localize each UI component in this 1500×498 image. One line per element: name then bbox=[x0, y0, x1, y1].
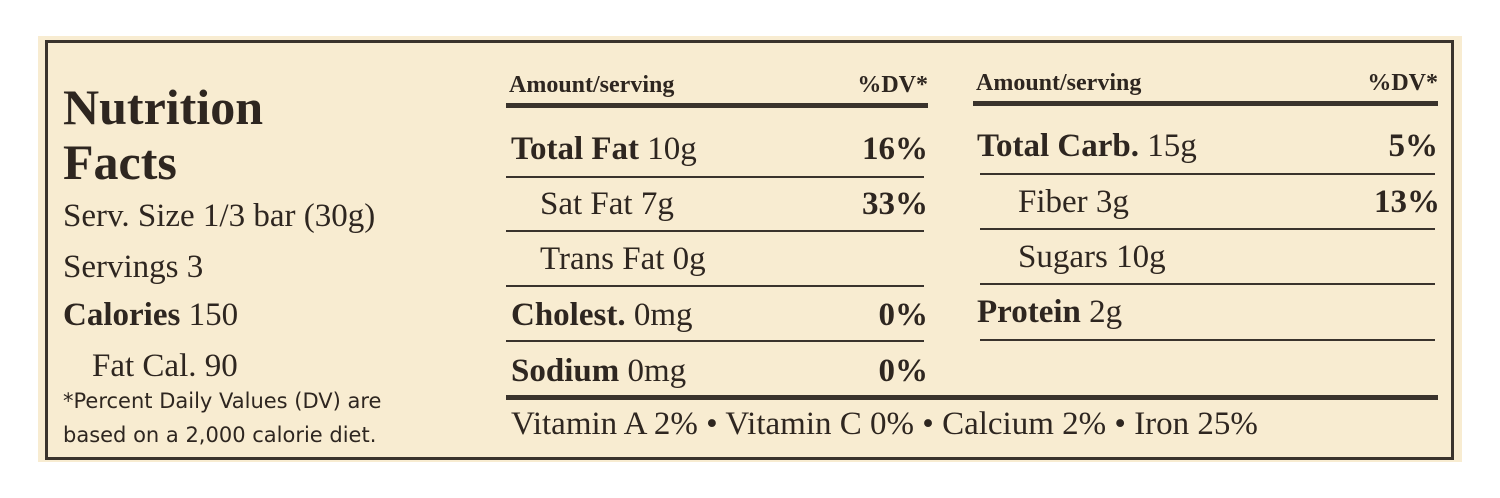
nutrient: Protein 2g bbox=[977, 296, 1122, 329]
nutrient-name: Trans Fat bbox=[540, 241, 665, 277]
title: Nutrition bbox=[63, 79, 263, 135]
dv-header: %DV* bbox=[857, 72, 928, 98]
info-value: 1/3 bar (30g) bbox=[202, 198, 376, 234]
rule bbox=[506, 230, 924, 232]
footnote: *Percent Daily Values (DV) are bbox=[63, 389, 382, 413]
info-label: Servings bbox=[63, 249, 179, 285]
vitamin: Calcium 2% bbox=[942, 406, 1107, 442]
nutrient-name: Sugars bbox=[1018, 239, 1108, 275]
nutrient-amount: 10g bbox=[1116, 239, 1166, 275]
info-label: Calories bbox=[63, 297, 181, 333]
nutrient-amount: 7g bbox=[640, 186, 674, 222]
vitamin: Vitamin C 0% bbox=[725, 406, 914, 442]
nutrient: Sugars 10g bbox=[1018, 241, 1166, 274]
rule bbox=[980, 173, 1435, 175]
rule bbox=[973, 101, 1438, 106]
nutrient-amount: 3g bbox=[1095, 184, 1129, 220]
dv-header: %DV* bbox=[1367, 70, 1438, 96]
rule bbox=[980, 228, 1435, 230]
nutrient-amount: 2g bbox=[1089, 294, 1123, 330]
nutrient-name: Sat Fat bbox=[540, 186, 633, 222]
nutrient-name: Protein bbox=[977, 294, 1081, 330]
nutrient-amount: 15g bbox=[1147, 128, 1197, 164]
nutrient: Fiber 3g bbox=[1018, 186, 1129, 219]
rule bbox=[506, 395, 1438, 400]
nutrient-amount: 0mg bbox=[627, 353, 687, 389]
dv-value: 13% bbox=[1374, 184, 1440, 220]
info-line: Calories 150 bbox=[63, 299, 238, 332]
title: Facts bbox=[63, 134, 177, 190]
nutrient-amount: 0mg bbox=[633, 297, 693, 333]
info-line: Fat Cal. 90 bbox=[92, 350, 238, 383]
footnote: based on a 2,000 calorie diet. bbox=[63, 423, 377, 447]
nutrient: Cholest. 0mg bbox=[511, 299, 693, 332]
rule bbox=[506, 285, 924, 287]
amount-header: Amount/serving bbox=[509, 72, 675, 98]
rule bbox=[506, 340, 924, 342]
dv-value: 16% bbox=[862, 131, 928, 167]
nutrient-name: Total Carb. bbox=[977, 128, 1139, 164]
rule bbox=[506, 176, 924, 178]
nutrient-name: Sodium bbox=[511, 353, 620, 389]
vitamin: Vitamin A 2% bbox=[511, 406, 698, 442]
dv-value: 5% bbox=[1388, 128, 1439, 164]
vitamin: Iron 25% bbox=[1134, 406, 1258, 442]
amount-header: Amount/serving bbox=[976, 70, 1142, 96]
rule bbox=[506, 103, 928, 108]
nutrient: Trans Fat 0g bbox=[540, 243, 706, 276]
info-label: Serv. Size bbox=[63, 198, 195, 234]
nutrient-amount: 0g bbox=[672, 241, 706, 277]
nutrient-name: Total Fat bbox=[511, 131, 640, 167]
nutrient-amount: 10g bbox=[647, 131, 697, 167]
info-line: Serv. Size 1/3 bar (30g) bbox=[63, 200, 375, 233]
nutrient: Sat Fat 7g bbox=[540, 188, 674, 221]
nutrient: Total Fat 10g bbox=[511, 133, 697, 166]
dv-value: 33% bbox=[862, 186, 928, 222]
vitamins: Vitamin A 2% • Vitamin C 0% • Calcium 2%… bbox=[511, 406, 1258, 442]
info-value: 150 bbox=[188, 297, 239, 333]
rule bbox=[980, 339, 1435, 341]
rule bbox=[980, 283, 1435, 285]
nutrient: Total Carb. 15g bbox=[977, 130, 1197, 163]
info-value: 90 bbox=[204, 348, 238, 384]
dv-value: 0% bbox=[878, 353, 929, 389]
nutrient: Sodium 0mg bbox=[511, 355, 686, 388]
nutrient-name: Cholest. bbox=[511, 297, 626, 333]
info-label: Fat Cal. bbox=[92, 348, 197, 384]
info-line: Servings 3 bbox=[63, 251, 203, 284]
label-frame bbox=[45, 40, 1454, 460]
nutrient-name: Fiber bbox=[1018, 184, 1088, 220]
info-value: 3 bbox=[186, 249, 204, 285]
dv-value: 0% bbox=[878, 297, 929, 333]
